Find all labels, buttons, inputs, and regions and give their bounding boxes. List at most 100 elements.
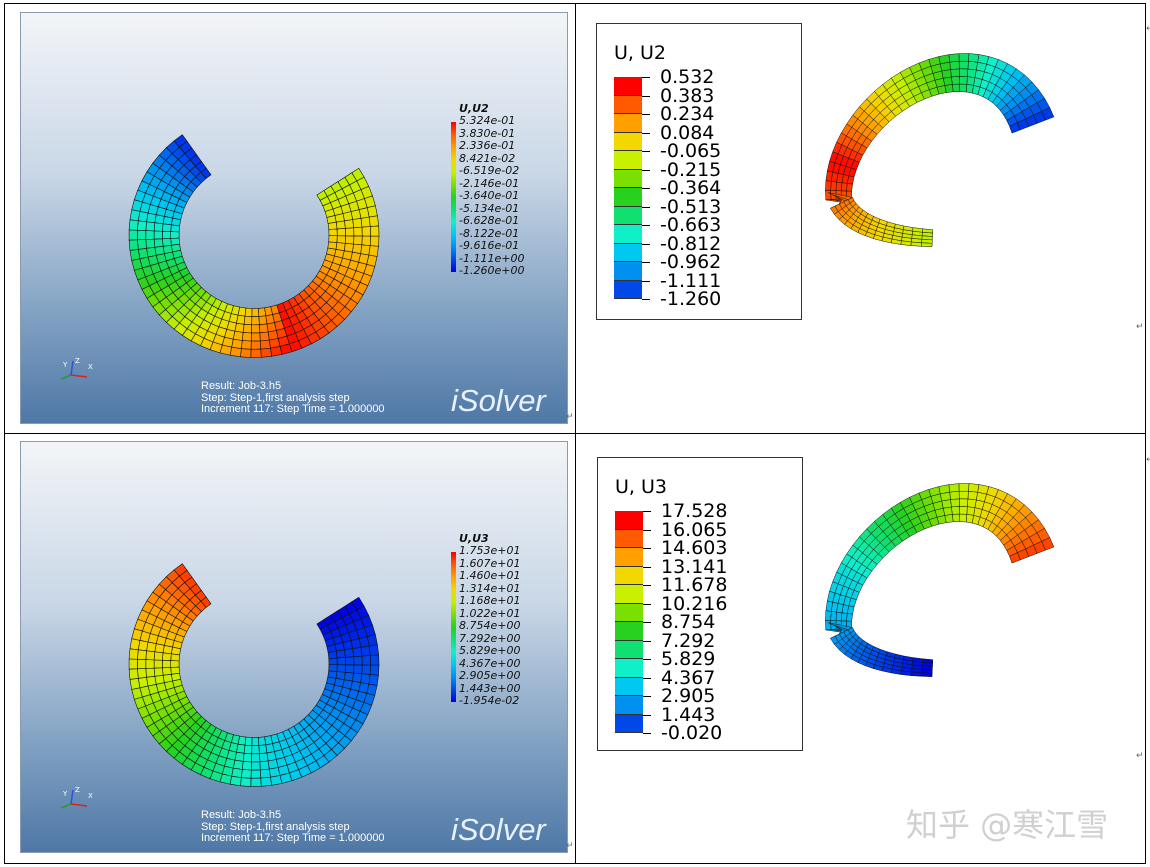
mesh-element: [921, 242, 933, 247]
mesh-element: [368, 245, 379, 257]
mesh-element: [234, 322, 245, 333]
mesh-element: [938, 484, 950, 495]
mesh-element: [251, 316, 260, 326]
mesh-element: [336, 664, 347, 673]
legend-swatch: [615, 566, 643, 585]
c-ring-mesh-u2: [128, 134, 380, 358]
mesh-element: [327, 670, 338, 679]
mesh-element: [251, 308, 260, 317]
mesh-element: [145, 221, 156, 232]
mesh-element: [959, 506, 968, 515]
legend-swatch: [614, 262, 642, 281]
mesh-element: [137, 239, 147, 250]
mesh-element: [825, 170, 833, 182]
legend-value: 3.830e-01: [459, 126, 516, 140]
legend-value: 14.603: [661, 537, 728, 559]
mesh-element: [328, 235, 338, 243]
mesh-element: [244, 736, 253, 746]
legend-swatch: [614, 280, 642, 299]
legend-tick: [642, 77, 650, 78]
mesh-element: [335, 242, 346, 252]
mesh-element: [846, 183, 853, 192]
mesh-element: [967, 490, 978, 501]
mesh-element: [336, 235, 347, 244]
mesh-element: [959, 83, 968, 93]
mesh-element: [910, 241, 922, 247]
result-step: Step: Step-1,first analysis step: [201, 820, 350, 833]
legend-tick: [642, 225, 650, 226]
legend-value: -0.513: [660, 195, 722, 218]
legend-title: U, U2: [614, 42, 666, 64]
mesh-element: [162, 645, 173, 655]
mesh-element: [958, 490, 969, 500]
mesh-element: [343, 242, 354, 253]
mesh-element: [948, 53, 960, 63]
mesh-element: [967, 60, 978, 71]
mesh-element: [259, 339, 271, 350]
mesh-element: [335, 671, 346, 681]
legend-swatch: [614, 151, 642, 170]
mesh-element: [145, 667, 156, 678]
mesh-element: [352, 217, 363, 229]
legend-value: -1.111e+00: [459, 251, 525, 265]
legend-swatch: [614, 169, 642, 188]
mesh-element: [840, 612, 848, 622]
legend-value: 4.367: [661, 666, 716, 689]
triad-label: Y: [62, 790, 68, 798]
mesh-element: [336, 227, 347, 237]
mesh-element: [162, 223, 172, 232]
mesh-element: [965, 84, 974, 94]
legend-value: -6.628e-01: [459, 214, 520, 227]
result-increment: Increment 117: Step Time = 1.000000: [201, 403, 385, 415]
mesh-element: [343, 671, 354, 682]
legend-value: -5.134e-01: [459, 201, 520, 215]
mesh-element: [835, 181, 843, 192]
legend-tick: [643, 696, 651, 697]
mesh-element: [128, 239, 139, 251]
mesh-element: [234, 751, 245, 762]
mesh-element: [241, 769, 252, 779]
mesh-element: [244, 307, 253, 317]
mesh-element: [236, 314, 246, 325]
mesh-element: [977, 54, 990, 65]
mesh-element: [250, 348, 262, 358]
legend-value: 5.829: [661, 648, 716, 670]
mesh-element: [328, 664, 338, 672]
legend-swatch: [614, 132, 642, 151]
legend-tick: [643, 529, 651, 531]
legend-value: 1.443e+00: [459, 681, 521, 695]
legend-value: 5.829e+00: [459, 644, 521, 657]
mesh-element: [368, 644, 380, 656]
legend-swatch: [614, 95, 642, 114]
mesh-element: [129, 209, 141, 222]
mesh-element: [938, 54, 950, 65]
mesh-element: [966, 76, 976, 86]
legend-value: 1.022e+01: [459, 606, 521, 620]
mesh-element: [968, 53, 980, 63]
mesh-element: [353, 235, 363, 246]
legend-u3: U,U3 1.753e+01 1.607e+01 1.460e+01 1.314e+0…: [459, 532, 520, 708]
mesh-element: [840, 182, 848, 192]
table-border-middle: [4, 433, 1145, 434]
mesh-element: [951, 76, 960, 85]
legend-title: U, U3: [615, 476, 667, 498]
mesh-element: [153, 659, 163, 669]
mesh-element: [251, 753, 261, 763]
legend-tick: [642, 206, 650, 208]
mesh-element: [921, 672, 933, 677]
result-file: Result: Job-3.h5: [201, 380, 282, 392]
legend-value: -0.215: [660, 158, 722, 181]
mesh-element: [241, 761, 252, 771]
mesh-element: [260, 347, 273, 358]
legend-value: 1.753e+01: [459, 544, 521, 557]
mesh-element: [368, 215, 380, 227]
mesh-element: [250, 761, 261, 771]
mesh-element: [353, 226, 363, 237]
legend-value: -9.616e-01: [459, 239, 520, 252]
legend-value: -0.364: [660, 177, 722, 199]
mesh-element: [952, 513, 961, 523]
mesh-element: [951, 506, 960, 515]
legend-u2: U,U2 5.324e-01 3.830e-01 2.336e-01 8.421e-0…: [459, 102, 524, 278]
return-mark: ↵: [1136, 322, 1144, 332]
return-mark: ↵: [566, 841, 574, 851]
